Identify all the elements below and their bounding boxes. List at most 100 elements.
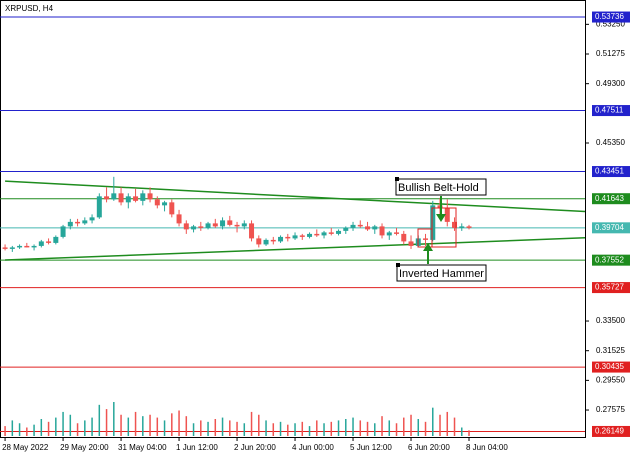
anchor (396, 263, 400, 267)
candle-body (459, 226, 465, 228)
level-label-box (592, 193, 630, 205)
candle-body (292, 235, 298, 239)
candle-body (401, 233, 407, 242)
x-tick-label: 4 Jun 00:00 (292, 443, 334, 452)
candle-body (111, 193, 117, 200)
y-tick-label: 0.29550 (596, 375, 625, 384)
candle-body (408, 241, 414, 246)
candle-body (17, 245, 23, 248)
x-tick-label: 29 May 20:00 (60, 443, 109, 452)
pattern-box (431, 207, 457, 248)
candle-body (328, 232, 334, 234)
candle-body (307, 233, 313, 237)
level-label-box (592, 11, 630, 23)
candle-body (75, 221, 81, 224)
candle-body (263, 239, 269, 245)
candle-body (321, 232, 327, 236)
level-label: 0.37552 (595, 255, 624, 264)
candle-body (154, 199, 160, 206)
candle-body (343, 227, 349, 231)
candle-body (278, 236, 284, 242)
candle-body (82, 220, 88, 224)
candle-body (357, 224, 363, 227)
candle-body (133, 196, 139, 201)
candle-body (452, 221, 458, 228)
candle-body (365, 226, 371, 230)
candle-body (205, 223, 211, 228)
marks: 0.53250 0.51275 0.49300 0.45350 0.33500 0.315… (0, 11, 630, 452)
candle-body (430, 205, 436, 240)
level-label-box (592, 166, 630, 178)
x-tick-label: 1 Jun 12:00 (176, 443, 218, 452)
annotation-box (395, 178, 487, 196)
annotation-box (396, 264, 487, 282)
level-label: 0.53736 (595, 12, 624, 21)
arrow-head (423, 243, 433, 251)
candle-body (67, 221, 73, 227)
candle-body (31, 245, 37, 248)
candle-body (147, 193, 153, 200)
candle-body (24, 245, 30, 248)
candle-body (176, 214, 182, 224)
candle-body (96, 196, 102, 218)
candle-body (118, 193, 124, 203)
anchor (395, 177, 399, 181)
level-label-box (592, 222, 630, 234)
candle-body (256, 238, 262, 245)
candle-body (162, 202, 168, 206)
x-tick-label: 5 Jun 12:00 (350, 443, 392, 452)
y-tick-label: 0.51275 (596, 49, 625, 58)
x-tick-label: 6 Jun 20:00 (408, 443, 450, 452)
candle-body (379, 226, 385, 236)
candle-body (38, 241, 44, 246)
candle-body (89, 217, 95, 221)
annotation: Inverted Hammer (399, 268, 484, 280)
level-label: 0.43451 (595, 167, 624, 176)
arrow-head (436, 214, 446, 222)
candle-body (60, 226, 66, 237)
y-tick-label: 0.49300 (596, 79, 625, 88)
y-tick-label: 0.31525 (596, 346, 625, 355)
x-tick-label: 28 May 2022 (2, 443, 49, 452)
level-label-box (592, 361, 630, 373)
trend-line (5, 180, 586, 213)
candle-body (46, 241, 52, 243)
candle-body (227, 220, 233, 225)
candle-body (314, 233, 320, 236)
candle-body (299, 235, 305, 237)
candle-body (183, 223, 189, 230)
candle-body (198, 226, 204, 228)
candle-body (220, 220, 226, 227)
level-label: 0.39704 (595, 223, 624, 232)
level-label: 0.41643 (595, 194, 624, 203)
candle-body (241, 223, 247, 227)
chart-title: XRPUSD, H4 (5, 4, 54, 13)
level-label-box (592, 425, 630, 437)
candle-body (9, 247, 15, 249)
level-label-box (592, 105, 630, 117)
level-label-box (592, 282, 630, 294)
x-tick-label: 8 Jun 04:00 (466, 443, 508, 452)
candle-body (169, 202, 175, 215)
candle-body (125, 196, 131, 203)
candle-body (212, 223, 218, 227)
candle-body (270, 239, 276, 242)
candle-body (285, 236, 291, 239)
level-label: 0.26149 (595, 427, 624, 436)
y-tick-label: 0.33500 (596, 316, 625, 325)
level-label: 0.30435 (595, 362, 624, 371)
plot-frame (0, 0, 586, 438)
candle-body (140, 193, 146, 201)
candle-body (249, 223, 255, 239)
candle-body (53, 236, 59, 243)
candle-body (372, 226, 378, 230)
candle-body (104, 196, 110, 200)
x-tick-label: 2 Jun 20:00 (234, 443, 276, 452)
y-tick-label: 0.53250 (596, 19, 625, 28)
trend-line (5, 237, 586, 261)
level-label: 0.47511 (595, 106, 624, 115)
candle-body (234, 224, 240, 227)
candle-body (386, 232, 392, 236)
